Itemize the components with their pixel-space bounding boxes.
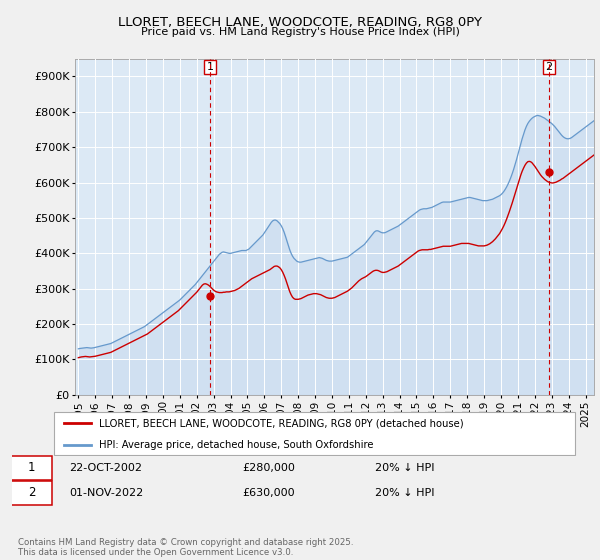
Text: LLORET, BEECH LANE, WOODCOTE, READING, RG8 0PY: LLORET, BEECH LANE, WOODCOTE, READING, R…	[118, 16, 482, 29]
Text: 1: 1	[28, 461, 35, 474]
FancyBboxPatch shape	[53, 412, 575, 455]
Text: 01-NOV-2022: 01-NOV-2022	[70, 488, 144, 498]
Text: HPI: Average price, detached house, South Oxfordshire: HPI: Average price, detached house, Sout…	[98, 440, 373, 450]
FancyBboxPatch shape	[11, 481, 52, 505]
Text: 2: 2	[28, 487, 35, 500]
Text: 20% ↓ HPI: 20% ↓ HPI	[375, 488, 434, 498]
FancyBboxPatch shape	[11, 456, 52, 480]
Text: Contains HM Land Registry data © Crown copyright and database right 2025.
This d: Contains HM Land Registry data © Crown c…	[18, 538, 353, 557]
Text: LLORET, BEECH LANE, WOODCOTE, READING, RG8 0PY (detached house): LLORET, BEECH LANE, WOODCOTE, READING, R…	[98, 418, 463, 428]
Text: £630,000: £630,000	[242, 488, 295, 498]
Text: £280,000: £280,000	[242, 463, 295, 473]
Text: 1: 1	[206, 62, 214, 72]
Text: Price paid vs. HM Land Registry's House Price Index (HPI): Price paid vs. HM Land Registry's House …	[140, 27, 460, 37]
Text: 22-OCT-2002: 22-OCT-2002	[70, 463, 143, 473]
Text: 20% ↓ HPI: 20% ↓ HPI	[375, 463, 434, 473]
Text: 2: 2	[545, 62, 553, 72]
